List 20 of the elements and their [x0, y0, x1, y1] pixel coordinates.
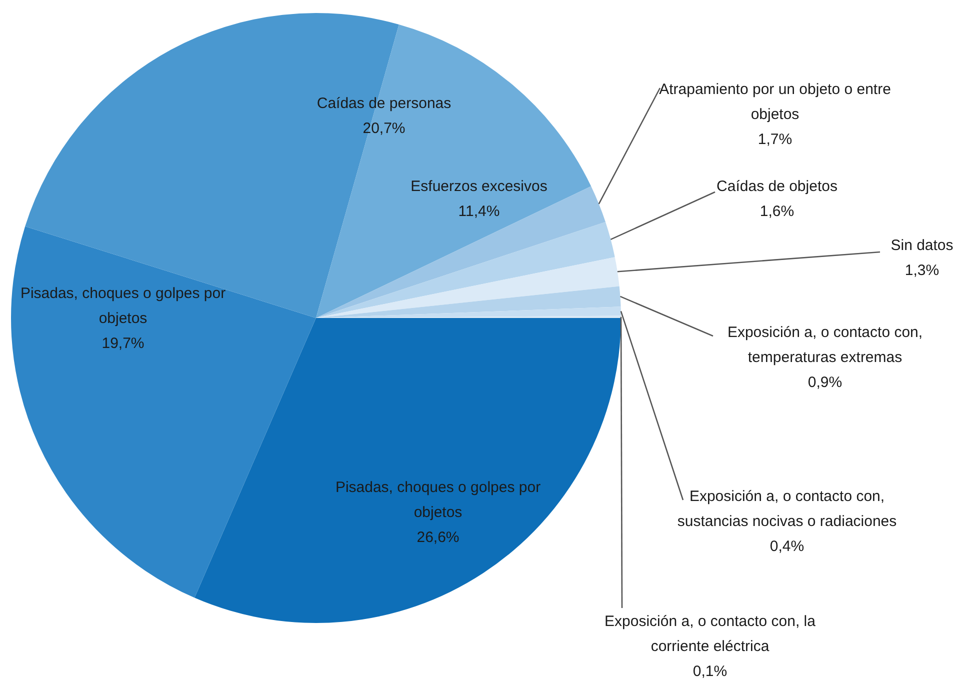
- slice-label: Caídas de personas: [316, 95, 452, 112]
- slice-label: Exposición a, o contacto con, temperaturas extremas: [727, 324, 923, 366]
- data-label: 0,4%: [770, 538, 804, 556]
- data-label: 20,7%: [362, 120, 406, 138]
- data-label: 1,6%: [760, 203, 794, 220]
- data-label: 19,7%: [102, 335, 144, 352]
- data-label: 1,7%: [758, 131, 792, 148]
- data-label: 0,9%: [808, 374, 842, 392]
- data-label: 11,4%: [458, 203, 500, 220]
- slice-label: Esfuerzos excesivos: [410, 178, 548, 196]
- slice-label: Caídas de objetos: [716, 178, 838, 196]
- slice-label: Pisadas, choques o golpes por objetos: [20, 285, 226, 328]
- data-label: 26,6%: [416, 529, 460, 546]
- slice-label: Exposición a, o contacto con, sustancias nocivas o radiaciones: [677, 488, 897, 530]
- slice-label: Pisadas, choques o golpes por objetos: [335, 479, 541, 522]
- slice-label: Atrapamiento por un objeto o entre objetos: [659, 81, 891, 124]
- slice-label: Exposición a, o contacto con, la corriente eléctrica: [604, 613, 816, 656]
- data-label: 1,3%: [904, 262, 940, 280]
- slice-label: Sin datos: [890, 237, 954, 254]
- data-label: 0,1%: [692, 663, 728, 679]
